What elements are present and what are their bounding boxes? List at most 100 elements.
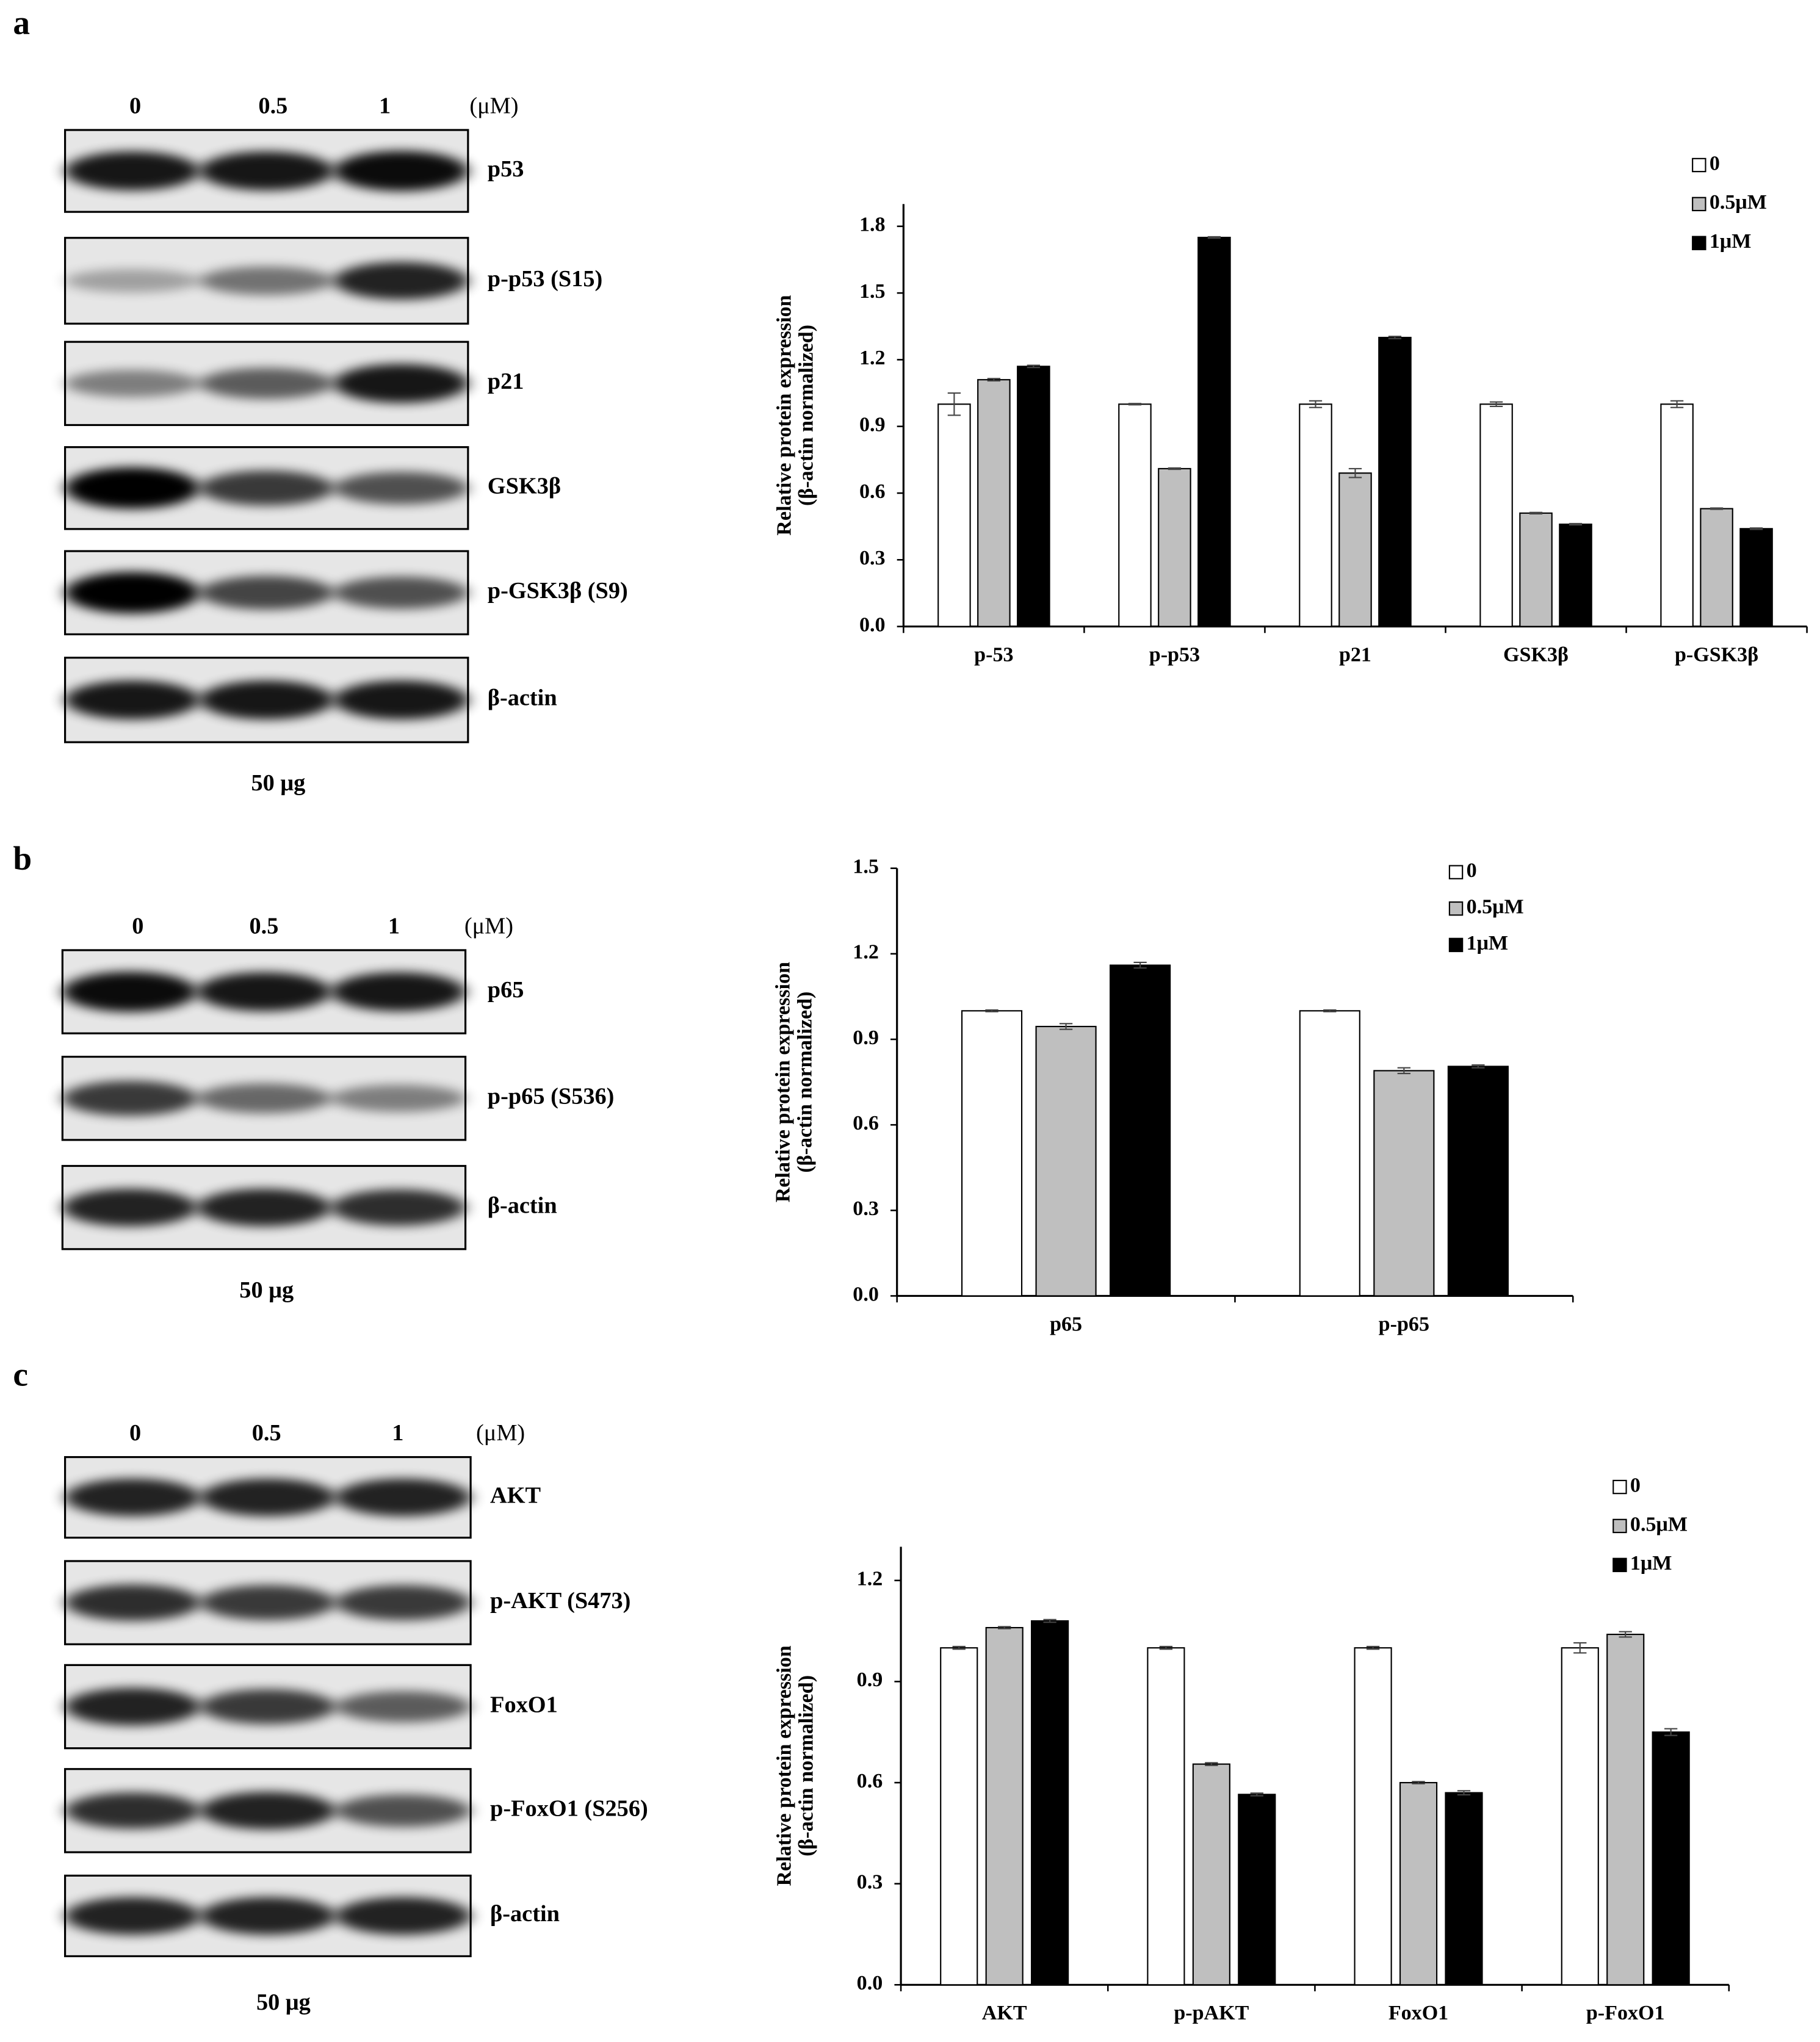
blot-label: β-actin: [488, 685, 557, 711]
loading-label: 50 μg: [251, 770, 305, 796]
blot-band: [199, 575, 334, 610]
blot-label: β-actin: [488, 1192, 557, 1218]
legend-label: 1μM: [1710, 230, 1752, 253]
error-bar: [1323, 1009, 1337, 1012]
unit-label: (μM): [464, 914, 513, 939]
blot-band: [199, 367, 334, 399]
bar: [940, 1647, 978, 1986]
x-tick-label: p21: [1339, 643, 1371, 666]
blot-band: [65, 151, 200, 191]
blot-band: [65, 269, 200, 293]
bar: [1606, 1634, 1645, 1986]
y-axis-label: Relative protein expression: [773, 295, 795, 535]
error-bar: [985, 1009, 998, 1012]
bar: [937, 403, 971, 627]
y-tick-label: 0.9: [859, 414, 886, 436]
legend-swatch: [1692, 236, 1706, 250]
legend-swatch: [1448, 937, 1464, 953]
legend-swatch: [1692, 197, 1706, 212]
bar: [1447, 1066, 1509, 1297]
blot-label: β-actin: [490, 1901, 560, 1927]
error-bar: [1569, 522, 1583, 526]
blot-band: [62, 1080, 197, 1116]
y-tick-label: 1.5: [859, 280, 886, 303]
blot-band: [199, 680, 334, 720]
y-tick-label: 0.0: [859, 613, 886, 636]
legend-label: 1μM: [1467, 932, 1509, 954]
error-bar: [998, 1626, 1011, 1629]
bar: [1197, 236, 1231, 627]
legend-swatch: [1612, 1557, 1627, 1573]
bar: [1110, 964, 1171, 1297]
blot-band: [197, 1188, 331, 1227]
lane-label: 1: [392, 1420, 403, 1446]
error-bar: [1457, 1790, 1471, 1795]
x-tick-label: p-53: [974, 643, 1013, 666]
loading-label: 50 μg: [256, 1990, 311, 2015]
lane-label: 0: [129, 1420, 141, 1446]
blot-band: [200, 1689, 336, 1725]
legend-label: 0: [1710, 152, 1720, 175]
error-bar: [1043, 1618, 1056, 1623]
x-tick-label: GSK3β: [1503, 643, 1569, 666]
y-tick-label: 0.0: [857, 1972, 883, 1994]
y-axis-label: (β-actin normalized): [795, 325, 818, 506]
bar: [1017, 366, 1050, 627]
blot-band: [197, 1083, 331, 1114]
blot-band: [65, 1584, 201, 1621]
panel-letter: c: [13, 1355, 28, 1393]
error-bar: [1205, 1762, 1218, 1766]
y-tick-label: 1.2: [857, 1568, 883, 1590]
error-bar: [1573, 1642, 1587, 1654]
y-tick-label: 0.6: [857, 1770, 883, 1792]
blot-band: [333, 364, 468, 403]
y-axis-label: (β-actin normalized): [795, 1675, 818, 1856]
blot-label: p-p53 (S15): [488, 266, 602, 292]
legend-label: 0.5μM: [1710, 191, 1767, 214]
unit-label: (μM): [476, 1420, 525, 1446]
y-tick-label: 0.3: [859, 547, 886, 569]
lane-label: 1: [388, 914, 400, 939]
bar: [1031, 1620, 1069, 1986]
x-tick-label: AKT: [982, 2002, 1027, 2024]
bar: [1373, 1070, 1435, 1297]
blot-band: [199, 151, 334, 191]
error-bar: [1059, 1023, 1073, 1030]
blot-band: [331, 972, 466, 1012]
error-bar: [1309, 400, 1323, 408]
legend-swatch: [1692, 157, 1706, 173]
blot-band: [333, 576, 468, 609]
legend-label: 0: [1467, 859, 1477, 882]
blot-label: FoxO1: [490, 1692, 558, 1717]
y-tick-label: 0.9: [853, 1026, 879, 1049]
error-bar: [1664, 1728, 1678, 1736]
error-bar: [1619, 1631, 1632, 1638]
error-bar: [947, 392, 961, 416]
blot-band: [65, 1478, 201, 1517]
bar: [1354, 1647, 1392, 1986]
error-bar: [1348, 467, 1362, 478]
blot-band: [65, 1897, 201, 1935]
blot-band: [65, 467, 200, 509]
error-bar: [1710, 507, 1724, 510]
blot-band: [331, 1084, 466, 1113]
y-axis-label: Relative protein expression: [771, 962, 794, 1202]
error-bar: [1133, 961, 1147, 969]
error-bar: [952, 1645, 966, 1650]
blot-band: [200, 1792, 336, 1830]
blot-band: [65, 369, 200, 397]
bar: [1238, 1794, 1276, 1986]
x-tick-label: p-pAKT: [1174, 2002, 1249, 2024]
bar: [1445, 1792, 1483, 1986]
blot-label: p21: [488, 369, 524, 394]
bar: [1700, 508, 1733, 627]
y-tick-label: 0.0: [853, 1283, 879, 1305]
lane-label: 1: [379, 93, 391, 119]
panel-letter: b: [13, 840, 32, 877]
legend-swatch: [1448, 901, 1464, 916]
blot-label: GSK3β: [488, 474, 561, 499]
bar: [985, 1626, 1024, 1986]
blot-label: p53: [488, 156, 524, 182]
blot-band: [333, 680, 468, 720]
